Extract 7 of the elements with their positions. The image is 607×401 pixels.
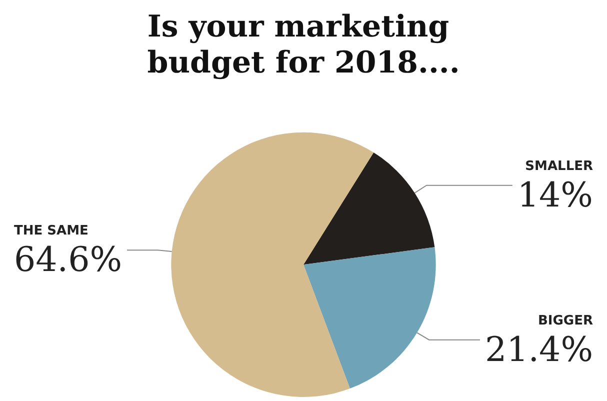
chart-title: Is your marketing budget for 2018.... [147, 10, 460, 80]
data-label: 64.6% [14, 240, 122, 280]
data-label: 21.4% [484, 330, 593, 370]
slice-label: BIGGER [538, 313, 593, 328]
data-label: 14% [517, 175, 593, 216]
slice-label: SMALLER [525, 158, 593, 174]
slice-label: THE SAME [14, 224, 88, 239]
